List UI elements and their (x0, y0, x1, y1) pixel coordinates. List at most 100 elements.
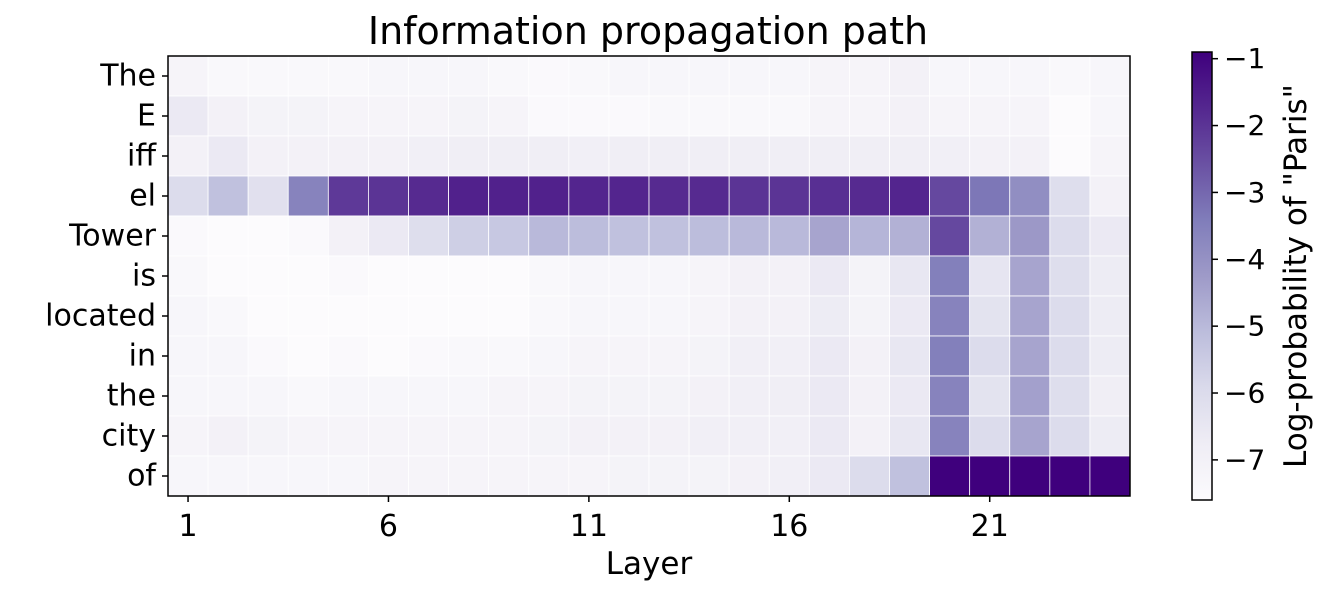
x-tick-label: 11 (570, 509, 608, 544)
heatmap-cell (1049, 55, 1091, 97)
heatmap-cell (1049, 175, 1091, 217)
colorbar-tick-label: −4 (1224, 243, 1265, 276)
heatmap-cell (648, 415, 690, 457)
heatmap-cell (889, 175, 930, 217)
heatmap-cell (207, 135, 249, 177)
heatmap-cell (247, 375, 289, 417)
heatmap-cell (247, 55, 289, 97)
heatmap-cell (368, 455, 409, 497)
heatmap-cell (688, 175, 730, 217)
heatmap-cell (849, 295, 890, 337)
x-tick-label: 21 (971, 509, 1009, 544)
heatmap-cell (768, 255, 810, 297)
heatmap-cell (929, 135, 971, 177)
heatmap-cell (408, 95, 449, 137)
heatmap-cell (207, 455, 249, 497)
heatmap-cell (849, 135, 890, 177)
heatmap-cell (849, 55, 890, 97)
heatmap-cell (1049, 215, 1091, 257)
heatmap-cell (1049, 375, 1091, 417)
heatmap-cell (568, 255, 610, 297)
heatmap-cell (889, 135, 930, 177)
heatmap-cell (167, 375, 209, 417)
heatmap-cell (448, 215, 490, 257)
heatmap-cell (568, 135, 610, 177)
heatmap-cell (247, 175, 289, 217)
y-tick-label: el (129, 179, 156, 214)
heatmap-cell (287, 135, 329, 177)
heatmap-cell (1049, 455, 1091, 497)
heatmap-cell (1009, 55, 1051, 97)
heatmap-cell (728, 175, 770, 217)
heatmap-cell (969, 55, 1011, 97)
heatmap-cell (247, 455, 289, 497)
heatmap-cell (207, 375, 249, 417)
heatmap-cell (207, 415, 249, 457)
heatmap-cell (167, 255, 209, 297)
heatmap-cell (488, 135, 530, 177)
heatmap-cell (167, 415, 209, 457)
heatmap-cell (969, 455, 1011, 497)
heatmap-cell (1009, 295, 1051, 337)
heatmap-cell (1009, 135, 1051, 177)
heatmap-cell (808, 295, 850, 337)
heatmap-cell (528, 55, 570, 97)
colorbar-gradient (1191, 51, 1213, 501)
heatmap-cell (327, 135, 369, 177)
heatmap-cell (808, 175, 850, 217)
heatmap-cell (167, 135, 209, 177)
heatmap-cell (528, 335, 570, 377)
heatmap-cell (728, 215, 770, 257)
heatmap-cell (969, 295, 1011, 337)
heatmap-cell (568, 335, 610, 377)
y-tick-label: E (137, 99, 156, 134)
heatmap-cell (608, 455, 650, 497)
heatmap-cell (889, 215, 930, 257)
heatmap-cell (568, 215, 610, 257)
x-axis: 1 6 11 16 21 (178, 496, 1009, 544)
heatmap-cell (167, 335, 209, 377)
heatmap-cell (648, 175, 690, 217)
heatmap-cell (247, 95, 289, 137)
heatmap-cell (849, 335, 890, 377)
heatmap-cell (969, 255, 1011, 297)
heatmap-cell (648, 135, 690, 177)
heatmap-cell (167, 215, 209, 257)
heatmap-cell (448, 55, 490, 97)
heatmap-cell (1089, 175, 1131, 217)
heatmap-cell (728, 415, 770, 457)
heatmap-cell (408, 455, 449, 497)
heatmap-cell (728, 135, 770, 177)
heatmap-cell (688, 375, 730, 417)
heatmap-cell (368, 55, 409, 97)
heatmap-cell (889, 295, 930, 337)
heatmap-cell (528, 455, 570, 497)
heatmap-cell (728, 55, 770, 97)
heatmap-cell (688, 215, 730, 257)
heatmap-cell (368, 95, 409, 137)
heatmap-cell (929, 335, 971, 377)
heatmap-cell (889, 415, 930, 457)
heatmap-cell (889, 255, 930, 297)
heatmap-cell (728, 375, 770, 417)
heatmap-cell (1049, 135, 1091, 177)
heatmap-cell (889, 55, 930, 97)
heatmap-cell (247, 415, 289, 457)
heatmap-cell (287, 95, 329, 137)
heatmap-cell (408, 415, 449, 457)
heatmap-cell (1009, 335, 1051, 377)
heatmap-cell (528, 255, 570, 297)
heatmap-cell (327, 455, 369, 497)
heatmap-cell (287, 175, 329, 217)
heatmap-cell (1089, 415, 1131, 457)
heatmap-cell (889, 375, 930, 417)
heatmap-cell (688, 415, 730, 457)
y-tick-label: The (99, 59, 156, 94)
colorbar-tick-label: −6 (1224, 377, 1265, 410)
heatmap-cell (488, 375, 530, 417)
heatmap-cell (488, 455, 530, 497)
heatmap-cell (247, 335, 289, 377)
heatmap-cell (1089, 95, 1131, 137)
heatmap-cell (768, 375, 810, 417)
